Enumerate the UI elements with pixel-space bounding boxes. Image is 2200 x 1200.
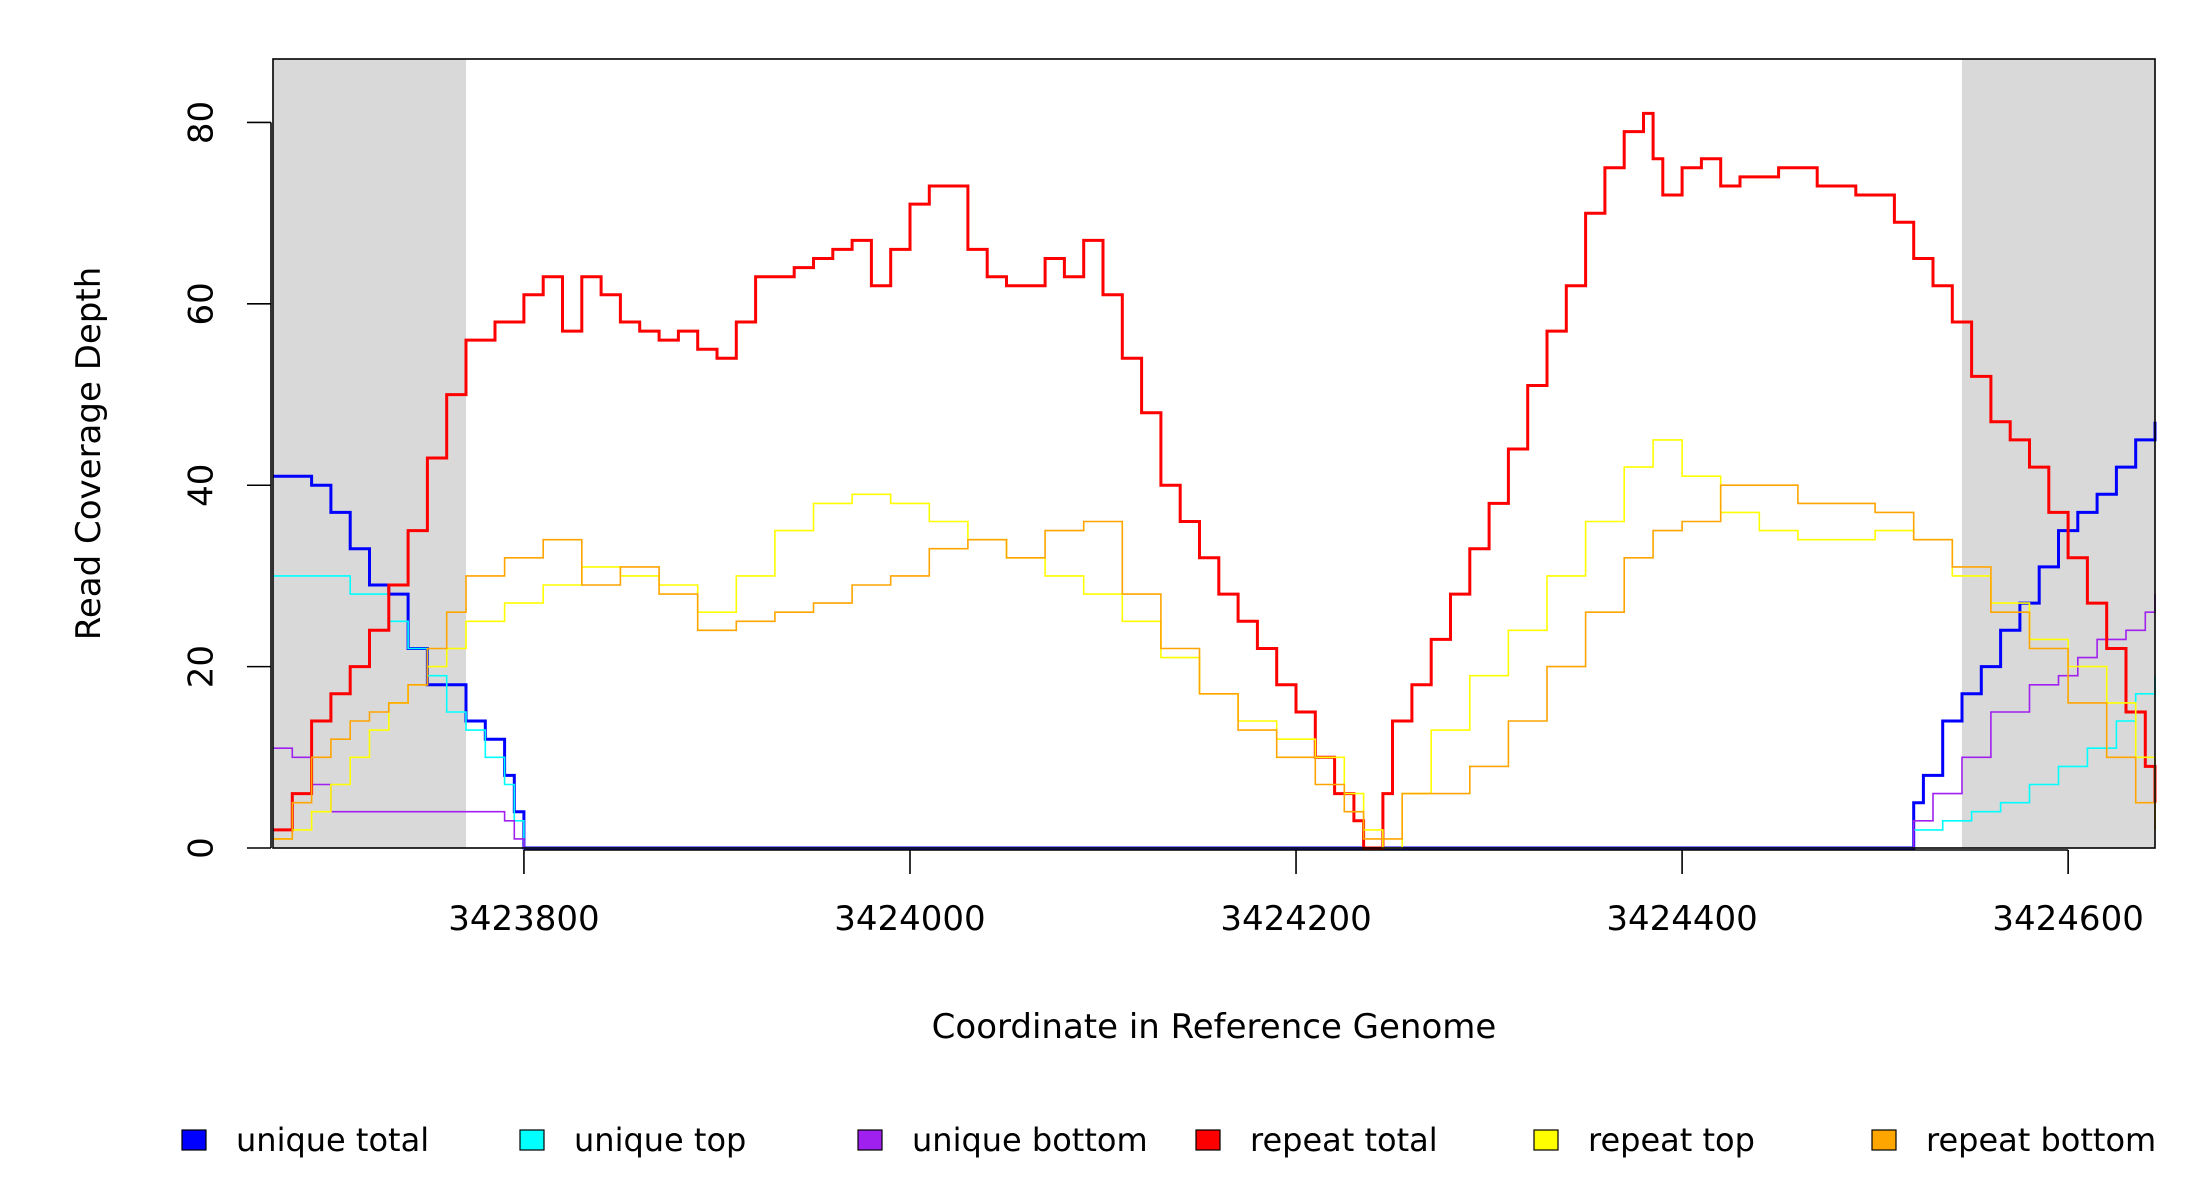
legend-label: unique total (236, 1121, 429, 1159)
x-tick-label: 3424000 (834, 899, 985, 939)
y-tick-label: 60 (182, 282, 222, 325)
y-tick-label: 40 (182, 464, 222, 507)
y-tick-label: 20 (182, 645, 222, 688)
legend-label: repeat bottom (1926, 1121, 2156, 1159)
legend-label: unique bottom (912, 1121, 1148, 1159)
series-line-repeat-total (273, 111, 2157, 850)
series-line-unique-bottom (273, 594, 2156, 849)
x-axis-label: Coordinate in Reference Genome (932, 1007, 1497, 1047)
legend-label: unique top (574, 1121, 746, 1159)
legend-swatch (1871, 1129, 1897, 1151)
legend-swatch (519, 1129, 545, 1151)
legend-swatch (1533, 1129, 1559, 1151)
y-tick-label: 0 (182, 837, 222, 859)
series-lines (273, 111, 2157, 850)
legend: unique total unique top unique bottom repea… (181, 1121, 2156, 1159)
x-tick-label: 3424400 (1606, 899, 1757, 939)
x-tick-label: 3423800 (448, 899, 599, 939)
series-line-repeat-bottom (273, 484, 2156, 840)
plot-frame (272, 58, 2156, 849)
x-tick-label: 3424200 (1220, 899, 1371, 939)
shaded-region-1 (1961, 59, 2155, 848)
legend-swatch (857, 1129, 883, 1151)
series-line-repeat-top (273, 439, 2156, 849)
series-line-unique-total (273, 421, 2157, 850)
y-axis-label: Read Coverage Depth (69, 267, 109, 641)
series-line-unique-top (273, 575, 2156, 849)
legend-label: repeat top (1588, 1121, 1755, 1159)
shaded-regions (273, 59, 2155, 848)
x-tick-label: 3424600 (1992, 899, 2143, 939)
axes: 3423800 3424000 3424200 3424400 3424600 0 20 40… (182, 101, 2144, 939)
legend-label: repeat total (1250, 1121, 1438, 1159)
legend-swatch (181, 1129, 207, 1151)
legend-swatch (1195, 1129, 1221, 1151)
y-tick-label: 80 (182, 101, 222, 144)
